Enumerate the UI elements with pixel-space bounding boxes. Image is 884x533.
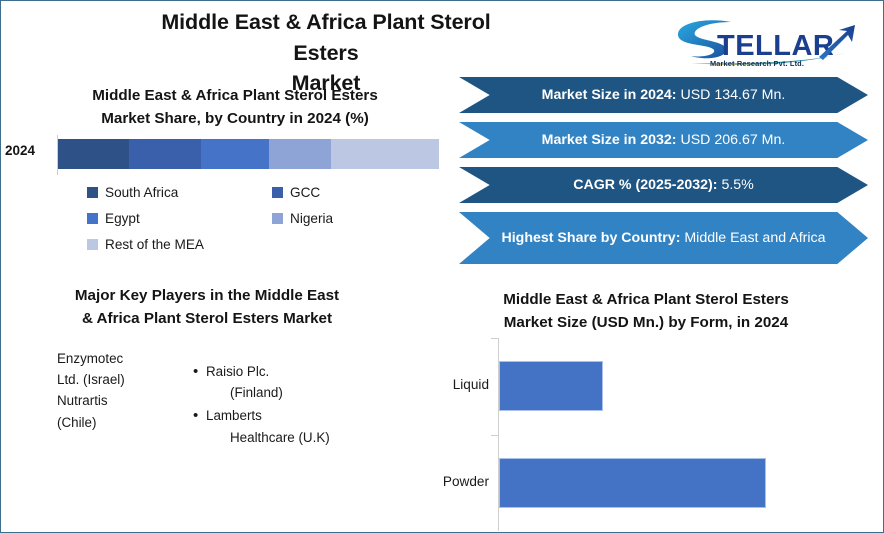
metric-banner: Market Size in 2024: USD 134.67 Mn. xyxy=(459,77,868,113)
legend-item: Rest of the MEA xyxy=(87,237,272,252)
share-chart-category-label: 2024 xyxy=(5,143,36,158)
metric-banner-value: Middle East and Africa xyxy=(684,229,826,246)
legend-item: GCC xyxy=(272,185,320,200)
legend-swatch-icon xyxy=(87,187,98,198)
company-logo: TELLAR Market Research Pvt. Ltd. xyxy=(669,13,874,75)
metric-banner-value: 5.5% xyxy=(721,176,754,193)
metric-banner-value: USD 134.67 Mn. xyxy=(680,86,786,103)
legend-label: South Africa xyxy=(105,185,179,200)
share-chart-legend: South Africa GCC Egypt Nigeria Rest of the M… xyxy=(87,185,437,263)
key-player-line: Enzymotec xyxy=(57,351,124,366)
legend-label: Rest of the MEA xyxy=(105,237,204,252)
form-bar xyxy=(499,361,603,412)
form-category-label: Liquid xyxy=(452,377,489,393)
legend-label: GCC xyxy=(290,185,321,200)
metric-banner-value: USD 206.67 Mn. xyxy=(680,131,786,148)
legend-swatch-icon xyxy=(272,187,283,198)
logo-tagline: Market Research Pvt. Ltd. xyxy=(709,59,805,68)
metric-banner-label: CAGR % (2025-2032): xyxy=(573,176,722,193)
metric-banner: Market Size in 2032: USD 206.67 Mn. xyxy=(459,122,868,158)
key-player-line: Ltd. (Israel) xyxy=(57,372,125,388)
metric-banner: CAGR % (2025-2032): 5.5% xyxy=(459,167,868,203)
legend-swatch-icon xyxy=(272,213,283,224)
form-axis-tick xyxy=(491,434,498,436)
key-players-title-line1: Major Key Players in the Middle East xyxy=(74,287,340,304)
share-chart-axis-line xyxy=(57,135,58,175)
svg-text:TELLAR: TELLAR xyxy=(717,30,834,62)
page-title-line2: Market xyxy=(291,71,361,96)
page-title: Middle East & Africa Plant Sterol Esters… xyxy=(161,7,491,99)
share-segment xyxy=(200,139,269,169)
legend-item: Egypt xyxy=(87,211,272,226)
form-chart-title-line1: Middle East & Africa Plant Sterol Esters xyxy=(503,291,789,308)
page-title-line1: Middle East & Africa Plant Sterol Esters xyxy=(161,10,491,65)
form-chart-axis-line xyxy=(498,338,499,531)
legend-item: Nigeria xyxy=(272,211,333,226)
share-chart-title-line2: Market Share, by Country in 2024 (%) xyxy=(101,109,369,127)
share-chart-title-line1: Middle East & Africa Plant Sterol Esters xyxy=(92,87,378,104)
form-chart-title: Middle East & Africa Plant Sterol Esters… xyxy=(431,289,861,335)
metric-banner: Highest Share by Country: Middle East an… xyxy=(459,212,868,264)
form-category-label: Powder xyxy=(442,473,489,489)
legend-swatch-icon xyxy=(87,239,98,250)
metric-banner-label: Highest Share by Country: xyxy=(501,229,685,246)
key-player-line: Nutrartis xyxy=(57,393,108,409)
key-player-line: (Chile) xyxy=(57,414,97,430)
key-player-item: Raisio Plc.(Finland) xyxy=(193,360,383,403)
metric-banner-label: Market Size in 2024: xyxy=(541,86,681,103)
key-players-title: Major Key Players in the Middle East & A… xyxy=(27,285,387,331)
share-segment xyxy=(268,139,331,169)
key-metrics-banner-list: Market Size in 2024: USD 134.67 Mn. Marke… xyxy=(459,77,868,273)
legend-label: Egypt xyxy=(105,211,140,226)
key-players-left-column: Enzymotec Ltd. (Israel) Nutrartis (Chile) xyxy=(57,348,162,433)
share-segment xyxy=(128,139,201,169)
key-player-item-cont: Healthcare (U.K) xyxy=(230,429,330,445)
legend-label: Nigeria xyxy=(290,211,334,226)
form-bar xyxy=(499,457,767,508)
metric-banner-label: Market Size in 2032: xyxy=(541,131,681,148)
legend-item: South Africa xyxy=(87,185,272,200)
form-chart-title-line2: Market Size (USD Mn.) by Form, in 2024 xyxy=(503,313,789,331)
legend-swatch-icon xyxy=(87,213,98,224)
stellar-logo-icon: TELLAR xyxy=(677,20,855,65)
key-player-item-cont: (Finland) xyxy=(230,385,283,401)
key-players-title-line2: & Africa Plant Sterol Esters Market xyxy=(81,309,333,327)
share-segment xyxy=(58,139,129,169)
share-segment xyxy=(330,139,439,169)
share-stacked-bar xyxy=(58,139,439,169)
form-axis-tick xyxy=(491,338,498,339)
share-chart-title: Middle East & Africa Plant Sterol Esters… xyxy=(35,85,435,130)
